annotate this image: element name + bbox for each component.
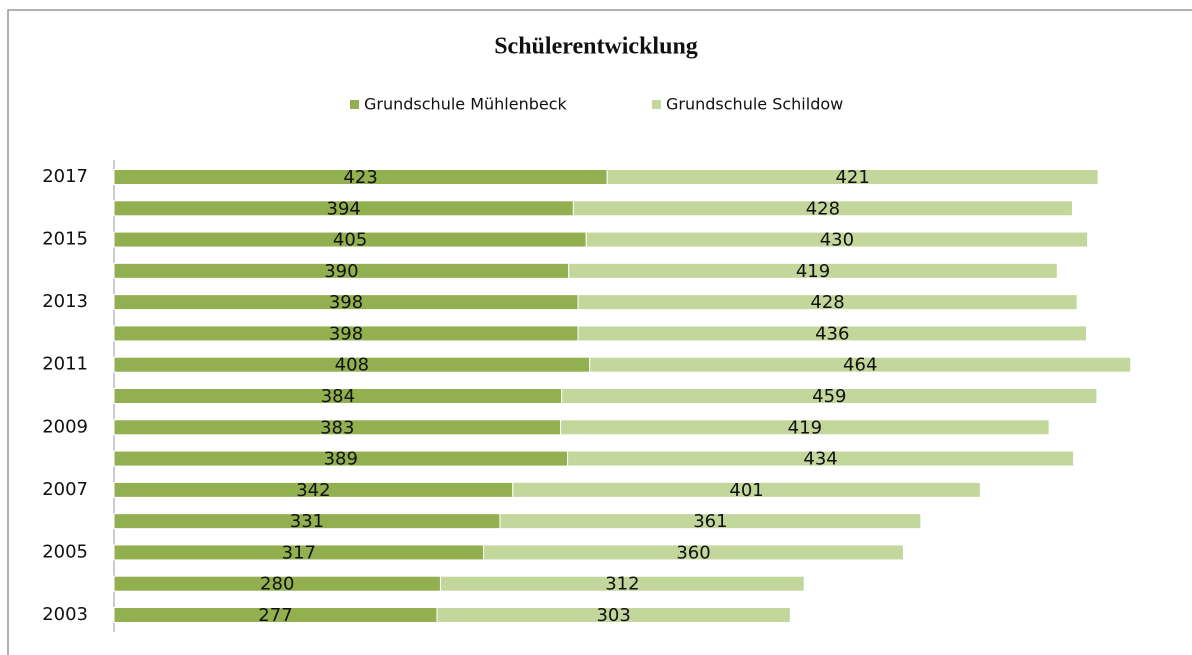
data-label: 390 [324,261,358,282]
data-label: 398 [329,323,363,344]
legend-swatch [652,100,661,109]
data-label: 419 [788,417,822,438]
bar [439,575,805,592]
bar [589,356,1132,373]
data-label: 361 [693,511,727,532]
data-label: 342 [296,480,330,501]
bar [567,450,1075,467]
data-label: 459 [812,386,846,407]
bar [499,513,922,530]
legend-label: Grundschule Schildow [666,95,843,114]
data-label: 421 [835,167,869,188]
data-label: 434 [803,449,837,470]
bar [512,481,981,498]
y-tick-label: 2017 [42,166,88,187]
bar [560,419,1050,436]
data-label: 405 [333,230,367,251]
y-tick-label: 2007 [42,479,88,500]
data-label: 331 [290,511,324,532]
data-label: 436 [815,323,849,344]
bar [483,544,904,561]
data-label: 428 [806,198,840,219]
y-tick-label: 2005 [42,541,88,562]
data-label: 360 [676,542,710,563]
data-label: 384 [321,386,355,407]
y-tick-label: 2009 [42,416,88,437]
y-tick-label: 2015 [42,229,88,250]
y-tick-label: 2011 [42,354,88,375]
data-label: 401 [729,480,763,501]
data-label: 428 [810,292,844,313]
data-label: 383 [320,417,354,438]
bar [436,607,791,623]
data-label: 423 [343,167,377,188]
data-label: 317 [282,542,316,563]
chart-frame [7,9,1192,655]
y-tick-label: 2003 [42,604,88,625]
data-label: 280 [260,574,294,595]
legend-swatch [350,100,359,109]
data-label: 394 [327,198,361,219]
bar [568,262,1058,279]
y-tick-label: 2013 [42,291,88,312]
data-label: 464 [843,355,877,376]
bar [577,294,1078,311]
data-label: 408 [335,355,369,376]
data-label: 277 [258,605,292,626]
chart-title: Schülerentwicklung [494,34,698,60]
bar [606,169,1099,185]
data-label: 398 [329,292,363,313]
bar [585,231,1089,248]
bar [561,388,1098,404]
bar [577,325,1087,342]
data-label: 419 [796,261,830,282]
data-label: 389 [324,449,358,470]
legend-label: Grundschule Mühlenbeck [364,95,568,114]
data-label: 312 [605,574,639,595]
bar [572,200,1073,217]
data-label: 430 [820,230,854,251]
data-label: 303 [596,605,630,626]
